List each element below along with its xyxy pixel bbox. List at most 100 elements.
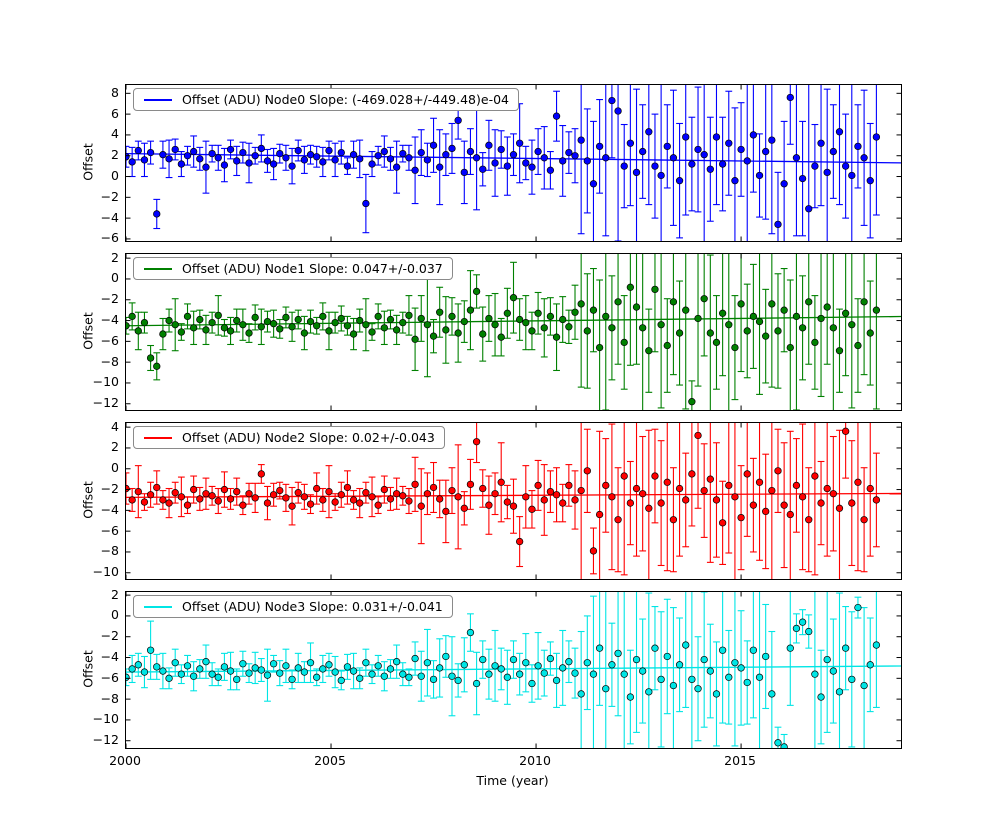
data-point [146, 148, 155, 157]
y-tick-label: −2 [100, 188, 119, 204]
data-point [762, 147, 770, 156]
data-point [749, 646, 758, 654]
data-point [454, 493, 462, 501]
data-point [313, 322, 321, 330]
data-point [848, 171, 856, 180]
data-point [589, 547, 598, 555]
data-point [792, 154, 801, 162]
data-point [718, 519, 727, 527]
y-tick-label: −2 [100, 291, 119, 307]
data-point [829, 324, 837, 332]
data-point [706, 667, 714, 675]
data-point [743, 157, 751, 165]
y-tick-label: −4 [100, 649, 119, 665]
data-point [485, 501, 493, 509]
legend-line-sample [144, 267, 172, 270]
data-point [620, 162, 628, 170]
data-point [516, 670, 524, 678]
legend-line-sample [144, 98, 172, 101]
data-point [374, 501, 382, 509]
data-point [663, 341, 671, 350]
data-point [134, 661, 142, 669]
data-point [331, 156, 339, 164]
data-point [737, 513, 745, 522]
data-point [602, 154, 610, 162]
data-point [202, 163, 210, 171]
data-point [392, 658, 401, 666]
data-point [159, 496, 167, 504]
data-point [571, 308, 579, 316]
data-point [128, 496, 136, 504]
data-point [497, 333, 505, 341]
data-point [786, 93, 794, 102]
data-point [503, 498, 511, 506]
data-point [768, 486, 776, 495]
tick-marks [126, 423, 901, 579]
data-point [460, 504, 468, 512]
data-point [522, 493, 530, 501]
data-point [288, 162, 296, 170]
data-point [509, 151, 518, 159]
data-point [337, 491, 345, 499]
legend-node3: Offset (ADU) Node3 Slope: 0.031+/-0.041 [133, 595, 453, 618]
data-point [472, 287, 481, 296]
data-point [589, 670, 598, 678]
data-point [503, 162, 511, 170]
data-point [269, 491, 278, 499]
data-point [762, 332, 770, 340]
y-axis-label: Offset [80, 650, 96, 688]
data-point [811, 338, 819, 347]
data-point [872, 133, 881, 141]
data-point [509, 655, 518, 664]
data-point [589, 180, 598, 188]
data-point [349, 667, 358, 675]
data-point [805, 627, 813, 636]
data-point [534, 662, 542, 670]
data-point [245, 669, 253, 677]
data-point [774, 220, 782, 229]
data-point [276, 149, 284, 158]
data-point [429, 483, 438, 492]
data-point [762, 507, 770, 516]
data-point [399, 492, 407, 500]
data-point [860, 681, 868, 690]
data-point [595, 510, 604, 519]
data-point [220, 663, 229, 671]
data-point [743, 678, 751, 687]
data-point [436, 495, 444, 503]
data-point [706, 165, 714, 173]
data-point [872, 641, 881, 649]
data-point [583, 467, 591, 475]
data-point [645, 688, 653, 696]
data-point [688, 160, 696, 168]
data-point [239, 148, 247, 157]
data-point [276, 325, 284, 333]
data-point [706, 329, 714, 337]
data-point [737, 145, 745, 154]
data-point [614, 516, 622, 524]
data-point [509, 502, 518, 510]
data-point [823, 303, 831, 311]
data-point [860, 298, 868, 306]
plot-area-node0 [126, 85, 901, 241]
data-point [214, 673, 222, 681]
data-point [411, 335, 419, 343]
data-point [226, 145, 235, 154]
data-point [712, 338, 721, 347]
y-tick-label: −4 [100, 501, 119, 517]
data-point [540, 496, 548, 504]
data-point [485, 314, 493, 323]
data-point [749, 131, 758, 139]
data-point [798, 493, 807, 501]
data-point [712, 133, 721, 141]
y-tick-label: 2 [111, 249, 119, 265]
data-point [257, 470, 265, 478]
data-point [866, 661, 874, 669]
data-point [694, 685, 702, 693]
data-point [497, 145, 505, 154]
data-point [128, 665, 136, 673]
data-point [509, 294, 518, 302]
data-point [528, 327, 536, 335]
data-point [731, 177, 739, 185]
data-point [448, 312, 456, 321]
